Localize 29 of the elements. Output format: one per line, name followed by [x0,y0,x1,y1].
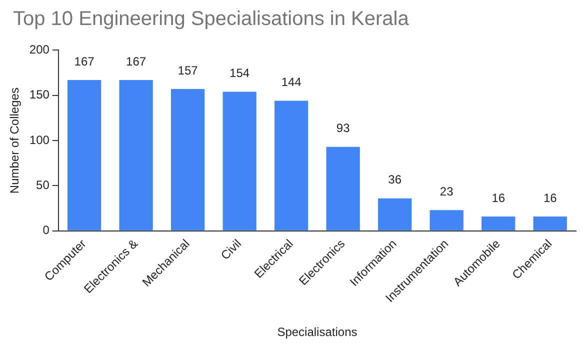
data-label: 36 [388,172,402,187]
data-label: 16 [543,190,558,205]
y-tick-label: 0 [42,223,50,238]
y-axis-title: Number of Colleges [8,88,22,194]
data-label: 154 [230,66,250,80]
data-label: 23 [440,184,454,198]
x-axis-title: Specialisations [277,325,358,340]
bar [67,80,102,230]
data-label: 167 [126,54,146,68]
bar [274,100,308,230]
data-label: 93 [336,121,350,136]
data-label: 167 [74,54,95,68]
bar [378,198,412,230]
y-tick-label: 150 [29,88,50,102]
bar [222,92,256,230]
bar [326,146,360,230]
bar [533,216,567,230]
chart-title: Top 10 Engineering Specialisations in Kerala [13,8,409,31]
data-label: 144 [281,75,302,90]
bar [430,210,464,230]
y-tick-label: 50 [36,178,50,192]
bar [482,216,516,230]
x-tick-label: Civil [218,236,244,263]
data-label: 16 [492,190,506,205]
data-label: 157 [178,63,198,78]
bar [170,89,205,230]
bar [119,80,153,230]
y-tick-label: 200 [29,42,50,57]
y-tick-label: 100 [29,132,50,147]
